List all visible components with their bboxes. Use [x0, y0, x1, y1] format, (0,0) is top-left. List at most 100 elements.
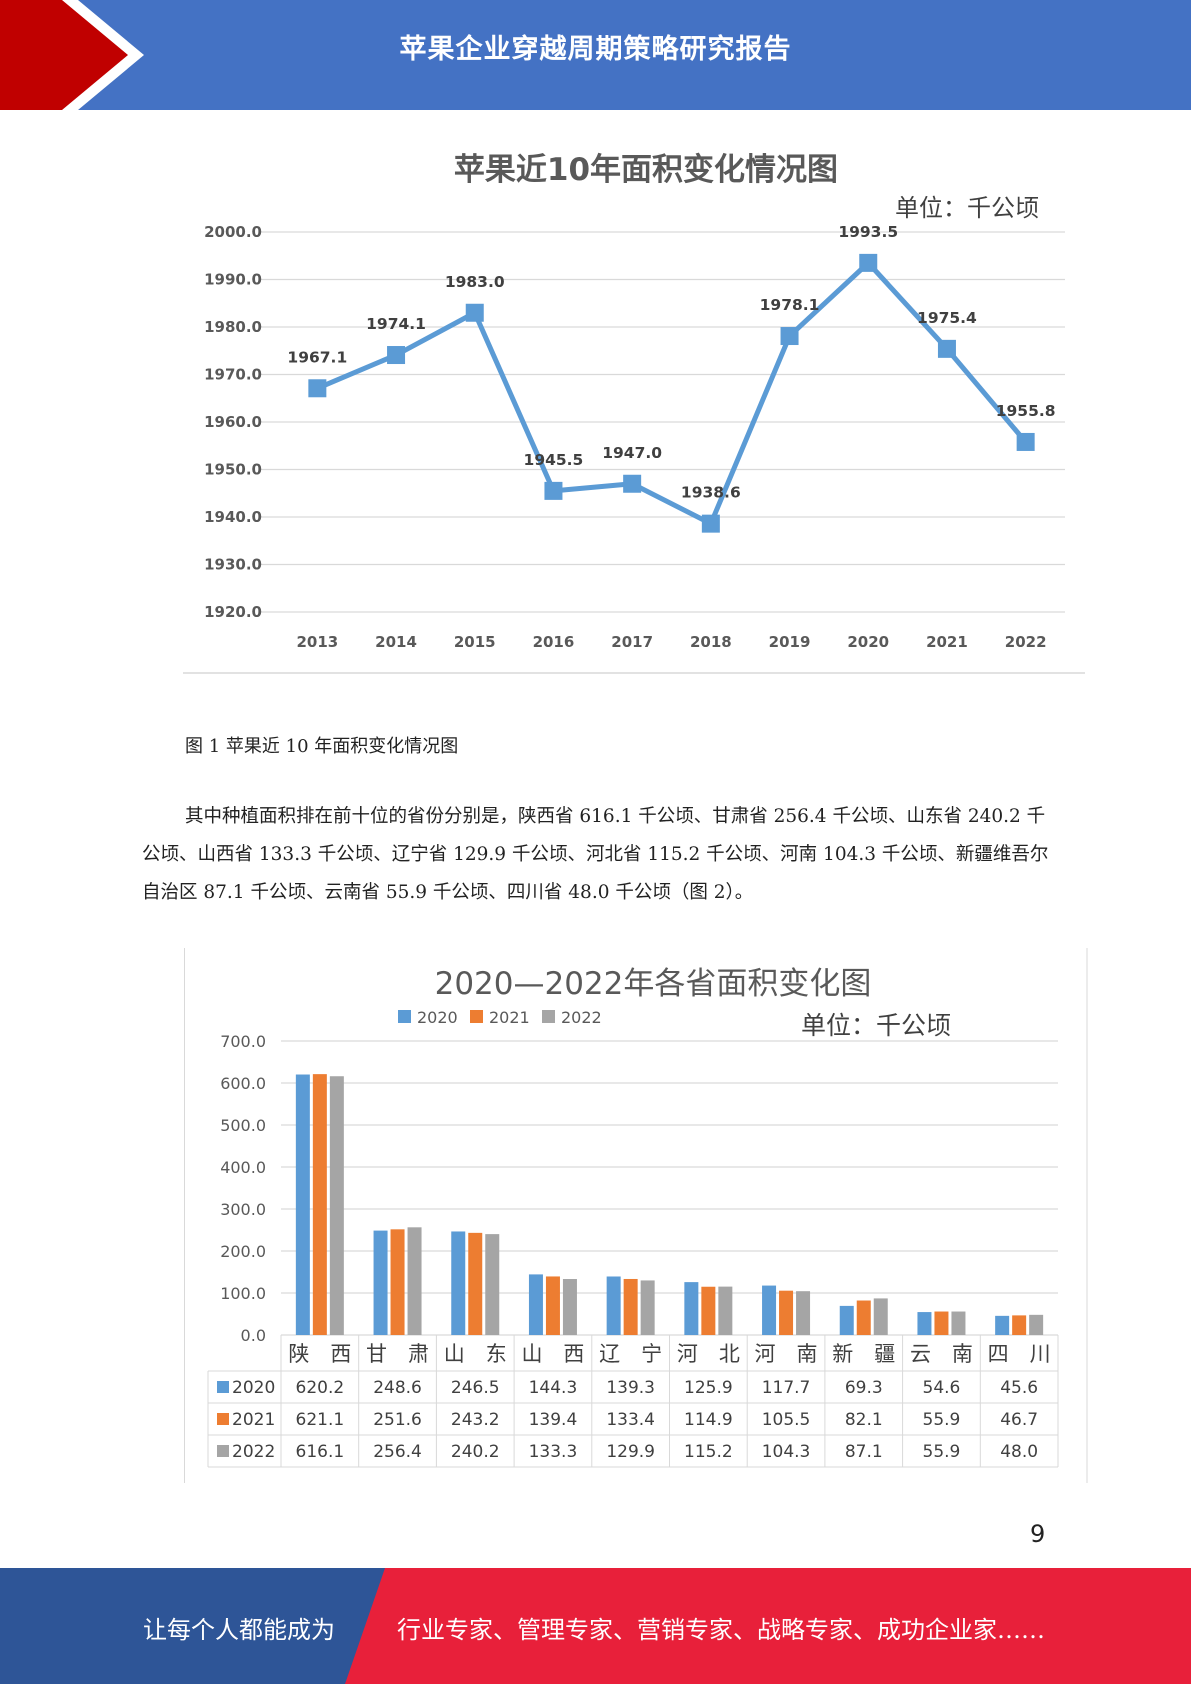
- chart1-data-labels: 1967.1 1974.1 1983.0 1945.5 1947.0 1938.6 1978…: [287, 223, 1055, 502]
- header-red-chevron: [0, 0, 144, 110]
- data-label: 1967.1: [287, 348, 347, 366]
- table-series-name: 2021: [232, 1410, 275, 1430]
- y-tick-label: 500.0: [220, 1116, 266, 1135]
- data-label: 1974.1: [366, 315, 426, 333]
- table-cell: 45.6: [1000, 1378, 1038, 1398]
- x-tick-label: 2014: [375, 633, 417, 651]
- bar: [562, 1279, 577, 1335]
- bar: [373, 1230, 388, 1335]
- chart1-y-axis: 2000.0 1990.0 1980.0 1970.0 1960.0 1950.0 1940…: [204, 223, 262, 621]
- category-label: 新 疆: [832, 1342, 895, 1366]
- table-cell: 46.7: [1000, 1410, 1038, 1430]
- category-label: 陕 西: [288, 1342, 351, 1366]
- bar: [407, 1227, 422, 1335]
- bar: [329, 1076, 344, 1335]
- data-point-marker: [308, 379, 327, 398]
- bar: [640, 1280, 655, 1335]
- area-line-chart: 苹果近10年面积变化情况图 单位：千公顷 2000.0 1990.0 1980.0 1…: [183, 152, 1085, 674]
- bar: [451, 1231, 466, 1335]
- y-tick-label: 1970.0: [204, 366, 262, 384]
- y-tick-label: 2000.0: [204, 223, 262, 241]
- bar: [606, 1276, 621, 1335]
- x-tick-label: 2015: [454, 633, 496, 651]
- body-paragraph: 其中种植面积排在前十位的省份分别是，陕西省 616.1 千公顷、甘肃省 256.…: [142, 806, 1049, 903]
- data-label: 1938.6: [681, 484, 741, 502]
- chart1-markers: [308, 253, 1035, 533]
- data-point-marker: [780, 327, 799, 346]
- bar: [951, 1311, 966, 1335]
- table-legend-swatch: [217, 1381, 229, 1393]
- chart2-y-axis: 700.0 600.0 500.0 400.0 300.0 200.0 100.0 0.0: [220, 1032, 266, 1345]
- table-cell: 133.3: [529, 1442, 578, 1462]
- chart2-data-table: 陕 西甘 肃山 东山 西辽 宁河 北河 南新 疆云 南四 川 2020 620.2 2…: [207, 1335, 1059, 1468]
- x-tick-label: 2020: [847, 633, 889, 651]
- table-legend-swatch: [217, 1413, 229, 1425]
- category-label: 河 北: [677, 1342, 740, 1366]
- x-tick-label: 2013: [296, 633, 338, 651]
- bar: [1029, 1314, 1044, 1335]
- bar: [295, 1074, 310, 1335]
- table-cell: 243.2: [451, 1410, 500, 1430]
- table-cell: 114.9: [684, 1410, 733, 1430]
- y-tick-label: 1930.0: [204, 556, 262, 574]
- data-point-marker: [544, 481, 563, 500]
- y-tick-label: 1920.0: [204, 603, 262, 621]
- footer-slogan-right: 行业专家、管理专家、营销专家、战略专家、成功企业家……: [397, 1616, 1045, 1644]
- category-label: 云 南: [910, 1342, 973, 1366]
- data-label: 1978.1: [760, 296, 820, 314]
- x-tick-label: 2016: [533, 633, 575, 651]
- table-cell: 621.1: [296, 1410, 345, 1430]
- legend-swatch: [470, 1010, 483, 1023]
- data-label: 1983.0: [445, 273, 505, 291]
- bar: [1012, 1315, 1027, 1335]
- y-tick-label: 1940.0: [204, 508, 262, 526]
- bar: [873, 1298, 888, 1335]
- data-point-marker: [1016, 432, 1035, 451]
- chart1-title: 苹果近10年面积变化情况图: [454, 152, 838, 188]
- table-cell: 87.1: [845, 1442, 883, 1462]
- data-point-marker: [937, 339, 956, 358]
- chart2-title: 2020—2022年各省面积变化图: [435, 966, 872, 1002]
- category-label: 甘 肃: [366, 1342, 429, 1366]
- data-point-marker: [465, 303, 484, 322]
- data-point-marker: [623, 474, 642, 493]
- x-tick-label: 2018: [690, 633, 732, 651]
- y-tick-label: 1950.0: [204, 461, 262, 479]
- data-label: 1955.8: [996, 402, 1056, 420]
- y-tick-label: 1960.0: [204, 413, 262, 431]
- y-tick-label: 100.0: [220, 1284, 266, 1303]
- data-label: 1975.4: [917, 309, 977, 327]
- table-cell: 55.9: [923, 1410, 961, 1430]
- bar: [390, 1229, 405, 1335]
- table-cell: 144.3: [529, 1378, 578, 1398]
- table-cell: 616.1: [296, 1442, 345, 1462]
- bar: [468, 1232, 483, 1335]
- legend-label: 2020: [417, 1008, 458, 1027]
- header-title: 苹果企业穿越周期策略研究报告: [399, 34, 792, 65]
- table-legend-swatch: [217, 1445, 229, 1457]
- table-cell: 620.2: [296, 1378, 345, 1398]
- figure-caption: 图 1 苹果近 10 年面积变化情况图: [185, 736, 459, 757]
- data-label: 1947.0: [602, 444, 662, 462]
- data-label: 1945.5: [524, 451, 584, 469]
- bar: [718, 1286, 733, 1335]
- table-cell: 139.4: [529, 1410, 578, 1430]
- page-footer: [0, 1568, 1191, 1684]
- data-point-marker: [387, 346, 406, 365]
- chart1-unit: 单位：千公顷: [895, 194, 1039, 222]
- chart1-gridlines: [260, 231, 1065, 613]
- table-cell: 133.4: [606, 1410, 655, 1430]
- table-cell: 104.3: [762, 1442, 811, 1462]
- footer-red-band: [345, 1568, 1191, 1684]
- chart1-x-axis: 2013 2014 2015 2016 2017 2018 2019 2020 2021 2022: [296, 633, 1046, 651]
- y-tick-label: 700.0: [220, 1032, 266, 1051]
- table-cell: 139.3: [606, 1378, 655, 1398]
- x-tick-label: 2017: [611, 633, 653, 651]
- bar: [856, 1300, 871, 1335]
- data-label: 1993.5: [838, 223, 898, 241]
- x-tick-label: 2022: [1005, 633, 1047, 651]
- category-label: 辽 宁: [599, 1342, 662, 1366]
- bar: [684, 1282, 699, 1335]
- bar: [839, 1305, 854, 1335]
- y-tick-label: 0.0: [241, 1326, 266, 1345]
